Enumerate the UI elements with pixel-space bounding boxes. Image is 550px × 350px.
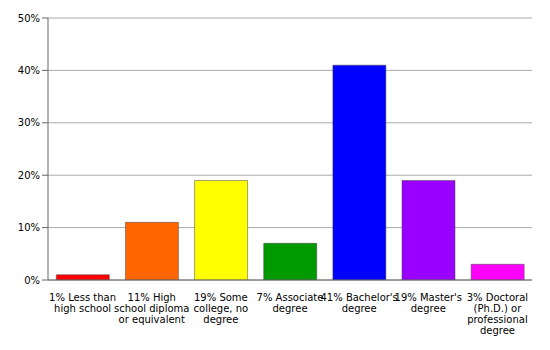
svg-text:19% Master'sdegree: 19% Master'sdegree	[395, 292, 463, 314]
svg-text:1% Less thanhigh school: 1% Less thanhigh school	[49, 292, 116, 314]
svg-text:10%: 10%	[18, 222, 40, 233]
svg-text:3% Doctoral(Ph.D.) orprofessio: 3% Doctoral(Ph.D.) orprofessionaldegree	[467, 292, 528, 336]
svg-text:0%: 0%	[24, 275, 40, 286]
svg-text:40%: 40%	[18, 65, 40, 76]
svg-text:50%: 50%	[18, 13, 40, 24]
svg-text:7% Associatedegree: 7% Associatedegree	[257, 292, 324, 314]
svg-text:19% Somecollege, nodegree: 19% Somecollege, nodegree	[194, 292, 249, 325]
svg-text:20%: 20%	[18, 170, 40, 181]
svg-text:41% Bachelor'sdegree: 41% Bachelor'sdegree	[320, 292, 397, 314]
svg-text:11% Highschool diplomaor equiv: 11% Highschool diplomaor equivalent	[114, 292, 189, 325]
svg-text:30%: 30%	[18, 117, 40, 128]
